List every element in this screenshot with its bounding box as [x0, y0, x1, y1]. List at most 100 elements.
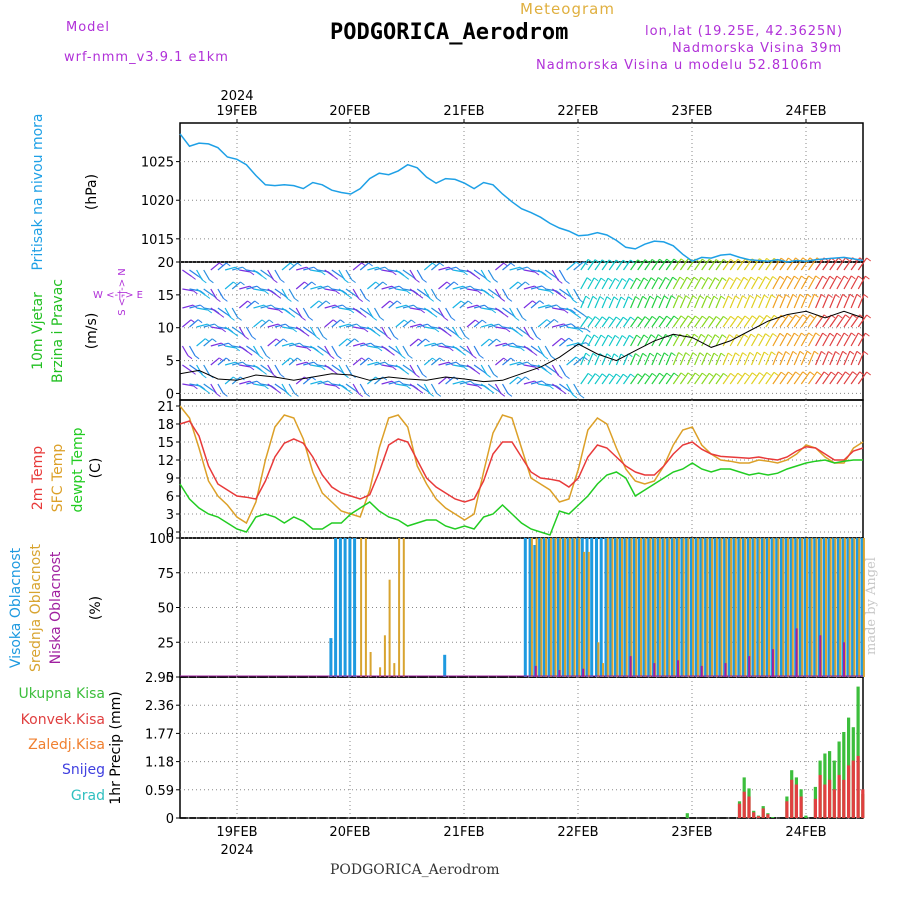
wind-barb-flag — [320, 366, 326, 371]
wind-barb-flag — [723, 315, 728, 320]
wind-barb-flag — [386, 336, 392, 340]
wind-barb-flag — [235, 347, 240, 352]
wind-barb — [309, 326, 317, 337]
wind-barb-flag — [823, 371, 829, 376]
wind-barb — [672, 372, 682, 385]
wind-barb — [438, 281, 448, 290]
wind-barb — [679, 315, 689, 328]
wind-barb-flag — [622, 259, 628, 264]
cloud-bar-1 — [725, 538, 728, 677]
precip-bar-1 — [799, 796, 803, 818]
wind-barb — [779, 314, 789, 328]
cloud-bar-1 — [545, 538, 548, 677]
wind-barb — [736, 334, 745, 347]
wind-barb — [822, 257, 832, 271]
cloud-bar-2 — [795, 628, 798, 677]
wind-barb — [679, 276, 688, 290]
wind-barb — [601, 259, 610, 271]
wind-ylabel-1: 10m Vjetar — [30, 292, 46, 370]
wind-barb-flag — [856, 350, 862, 355]
wind-barb-flag — [406, 385, 411, 390]
wind-barb — [295, 326, 306, 334]
cloud-bar-0 — [618, 538, 622, 677]
wind-barb — [495, 262, 505, 271]
wind-barb-flag — [333, 275, 339, 280]
precip-ylabel: 1hr Precip (mm) — [108, 691, 124, 804]
wind-barb-flag — [601, 373, 607, 378]
wind-barb-flag — [795, 371, 800, 376]
cloud-bar-0 — [542, 538, 546, 677]
wind-barb-flag — [264, 290, 269, 295]
wind-barb — [822, 314, 832, 328]
cloud-bar-1 — [388, 579, 391, 677]
temp-2m-line — [179, 420, 864, 503]
wind-barb — [509, 307, 516, 318]
wind-barb — [836, 371, 846, 385]
ytick-label-wind-3: 15 — [157, 289, 174, 304]
wind-barb — [288, 383, 296, 394]
wind-barb — [594, 277, 602, 290]
wind-barb-flag — [637, 316, 643, 321]
wind-barb-flag — [649, 352, 655, 357]
wind-barb — [338, 288, 349, 296]
wind-barb-flag — [477, 385, 482, 390]
cloud-bar-1 — [772, 538, 775, 677]
wind-barb — [523, 300, 533, 309]
cloud-bar-0 — [443, 654, 447, 677]
ytick-label-temperature-3: 9 — [166, 472, 174, 487]
wind-barb — [409, 323, 421, 328]
wind-barb-flag — [744, 315, 750, 320]
wind-barb-flag — [685, 295, 691, 300]
wind-barb — [722, 295, 729, 309]
wind-barb — [743, 352, 751, 366]
wind-barb-flag — [536, 336, 542, 341]
wind-barb — [381, 285, 393, 290]
wind-barb-flag — [779, 275, 785, 280]
wind-barb-flag — [489, 389, 495, 394]
wind-barb — [587, 277, 595, 290]
wind-barb-flag — [657, 334, 663, 338]
precip-bar-1 — [747, 796, 751, 818]
wind-barb-flag — [749, 351, 755, 356]
wind-barb — [388, 300, 398, 309]
cloud-bar-0 — [599, 538, 603, 677]
wind-barb-flag — [829, 275, 835, 280]
wind-barb-flag — [778, 351, 783, 356]
wind-barb — [260, 319, 270, 328]
wind-barb-flag — [815, 332, 821, 337]
cloud-bar-1 — [597, 642, 600, 678]
wind-barb-flag — [556, 290, 562, 295]
wind-barb-flag — [325, 300, 331, 305]
wind-barb — [281, 342, 293, 347]
cloud-bar-0 — [547, 538, 551, 677]
wind-barb — [481, 323, 492, 328]
cloud-bar-1 — [696, 538, 699, 677]
cloud-bar-1 — [583, 551, 586, 677]
bottom-day-label-1: 20FEB — [329, 825, 370, 840]
wind-barb — [566, 307, 578, 316]
wind-barb — [238, 345, 249, 353]
wind-barb — [758, 276, 767, 290]
wind-barb — [423, 262, 433, 271]
wind-barb-flag — [205, 390, 211, 394]
wind-barb — [359, 288, 367, 299]
wind-barb — [672, 295, 680, 309]
wind-barb-flag — [852, 314, 857, 319]
bottom-day-label-4: 23FEB — [671, 825, 712, 840]
wind-barb — [210, 342, 222, 347]
wind-barb-flag — [720, 352, 726, 357]
wind-barb-flag — [258, 355, 264, 360]
wind-barb — [487, 383, 498, 391]
wind-barb-flag — [843, 332, 849, 337]
wind-barb-flag — [615, 373, 621, 378]
ytick-label-precip-0: 0 — [166, 812, 174, 827]
wind-barb — [722, 334, 730, 347]
wind-barb-flag — [809, 371, 815, 376]
wind-barb-flag — [715, 259, 721, 263]
wind-barb — [708, 316, 717, 328]
wind-barb — [502, 357, 512, 366]
wind-barb-flag — [594, 373, 600, 378]
wind-barb — [615, 316, 624, 328]
cloud-bar-1 — [768, 538, 770, 677]
wind-barb — [843, 350, 851, 366]
